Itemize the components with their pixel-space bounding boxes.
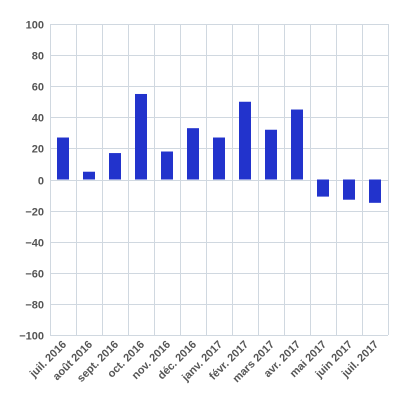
- bar: [187, 128, 199, 180]
- bar: [369, 179, 381, 203]
- bar: [291, 109, 303, 180]
- bar: [265, 129, 277, 180]
- bar-layer: [57, 93, 381, 203]
- bar: [213, 137, 225, 180]
- bar: [343, 179, 355, 200]
- bar: [317, 179, 329, 197]
- bar: [57, 137, 69, 180]
- bar: [83, 171, 95, 180]
- bar: [161, 151, 173, 180]
- y-tick-label: −60: [25, 269, 44, 281]
- y-tick-label: 80: [32, 51, 44, 63]
- y-tick-label: 40: [32, 113, 44, 125]
- y-tick-label: 20: [32, 144, 44, 156]
- bar: [239, 101, 251, 180]
- y-tick-label: −80: [25, 300, 44, 312]
- y-tick-label: −100: [19, 331, 44, 343]
- grid-layer: [50, 24, 389, 336]
- bar: [135, 93, 147, 180]
- y-axis-ticks: 100 80 60 40 20 0 −20 −40 −60 −80 −100: [19, 20, 44, 343]
- y-tick-label: −40: [25, 238, 44, 250]
- y-tick-label: −20: [25, 207, 44, 219]
- y-tick-label: 60: [32, 82, 44, 94]
- y-tick-label: 0: [38, 176, 44, 188]
- bar: [109, 153, 121, 180]
- y-tick-label: 100: [26, 20, 44, 32]
